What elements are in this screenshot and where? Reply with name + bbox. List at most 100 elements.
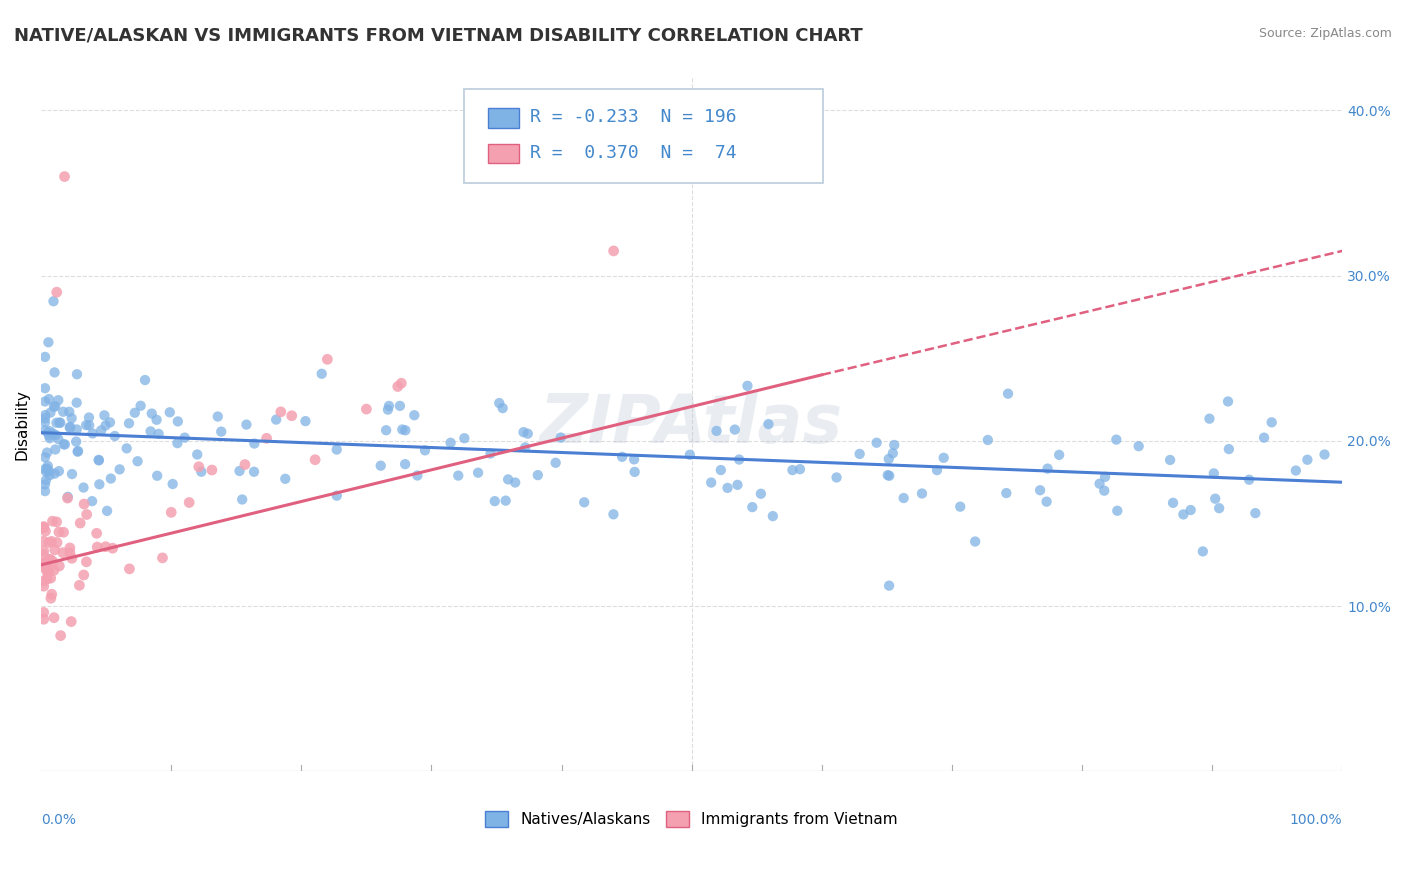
Point (209, 425, 232, 439)
Point (1218, 442, 1240, 456)
Point (447, 468, 470, 483)
Point (378, 399, 401, 413)
Point (37, 565, 59, 579)
Point (42, 294, 65, 309)
Point (76, 508, 98, 522)
Point (201, 463, 224, 477)
Point (544, 456, 567, 470)
Point (37, 425, 59, 440)
Point (453, 431, 475, 445)
Point (94, 418, 117, 433)
Point (34, 462, 56, 476)
Point (148, 426, 170, 441)
Point (997, 386, 1019, 401)
Point (80, 494, 103, 508)
Point (527, 468, 550, 483)
Point (1107, 504, 1129, 518)
Point (1088, 476, 1111, 491)
Point (124, 406, 146, 420)
Point (1192, 544, 1215, 558)
Point (741, 500, 763, 515)
Point (391, 423, 413, 437)
Point (32, 557, 55, 571)
Point (59, 541, 82, 555)
Point (623, 452, 645, 467)
Text: 0.0%: 0.0% (41, 813, 76, 827)
Point (42, 610, 65, 624)
Point (48, 432, 70, 446)
Point (53, 169, 76, 184)
Point (45, 285, 67, 300)
Point (42, 426, 65, 441)
Point (190, 465, 212, 479)
Point (316, 352, 339, 367)
Point (45, 416, 67, 430)
Point (356, 402, 378, 417)
Point (294, 414, 316, 428)
Point (1237, 473, 1260, 487)
Point (41, 514, 63, 528)
Point (39, 571, 62, 585)
Point (387, 379, 409, 393)
Point (90, 424, 112, 438)
Point (1198, 411, 1220, 425)
Point (550, 431, 572, 445)
Text: Source: ZipAtlas.com: Source: ZipAtlas.com (1258, 27, 1392, 40)
Point (512, 425, 534, 439)
Point (145, 413, 167, 427)
Point (72, 481, 94, 495)
Point (264, 412, 287, 426)
Point (65, 434, 87, 449)
Point (35, 465, 58, 479)
Point (1092, 483, 1115, 498)
Point (1180, 503, 1202, 517)
Point (67, 444, 90, 458)
Point (37, 572, 59, 586)
Y-axis label: Disability: Disability (15, 389, 30, 460)
Point (1285, 464, 1308, 478)
Point (32, 606, 55, 620)
Point (41, 554, 63, 568)
Text: NATIVE/ALASKAN VS IMMIGRANTS FROM VIETNAM DISABILITY CORRELATION CHART: NATIVE/ALASKAN VS IMMIGRANTS FROM VIETNA… (14, 27, 863, 45)
Point (52, 437, 75, 451)
Point (139, 425, 162, 439)
Point (75, 555, 97, 569)
Point (87, 453, 110, 467)
Point (44, 542, 66, 557)
Text: R =  0.370  N =  74: R = 0.370 N = 74 (530, 144, 737, 161)
Point (32, 574, 55, 588)
Point (98, 415, 121, 429)
Point (34, 394, 56, 409)
Point (127, 454, 149, 468)
Point (66, 444, 89, 458)
Point (749, 487, 772, 501)
Point (602, 508, 624, 522)
Point (38, 562, 60, 576)
Point (1173, 508, 1195, 522)
Point (877, 468, 900, 483)
Point (141, 407, 163, 421)
Point (1105, 433, 1128, 447)
Legend: Natives/Alaskans, Immigrants from Vietnam: Natives/Alaskans, Immigrants from Vietna… (479, 805, 904, 833)
Point (38, 424, 60, 438)
Point (207, 409, 229, 424)
Point (496, 472, 519, 486)
Point (75, 418, 97, 433)
Point (1202, 467, 1225, 481)
Point (326, 489, 349, 503)
Point (38, 464, 60, 478)
Point (129, 399, 152, 413)
Point (388, 399, 411, 413)
Point (32, 534, 55, 549)
Point (700, 475, 723, 490)
Point (34, 424, 56, 438)
Point (37, 566, 59, 580)
Text: R = -0.233  N = 196: R = -0.233 N = 196 (530, 108, 737, 126)
Point (89, 477, 111, 491)
Point (516, 426, 538, 441)
Point (782, 463, 804, 477)
Point (59, 420, 82, 434)
Point (32, 612, 55, 626)
Point (39, 591, 62, 606)
Point (877, 452, 900, 467)
